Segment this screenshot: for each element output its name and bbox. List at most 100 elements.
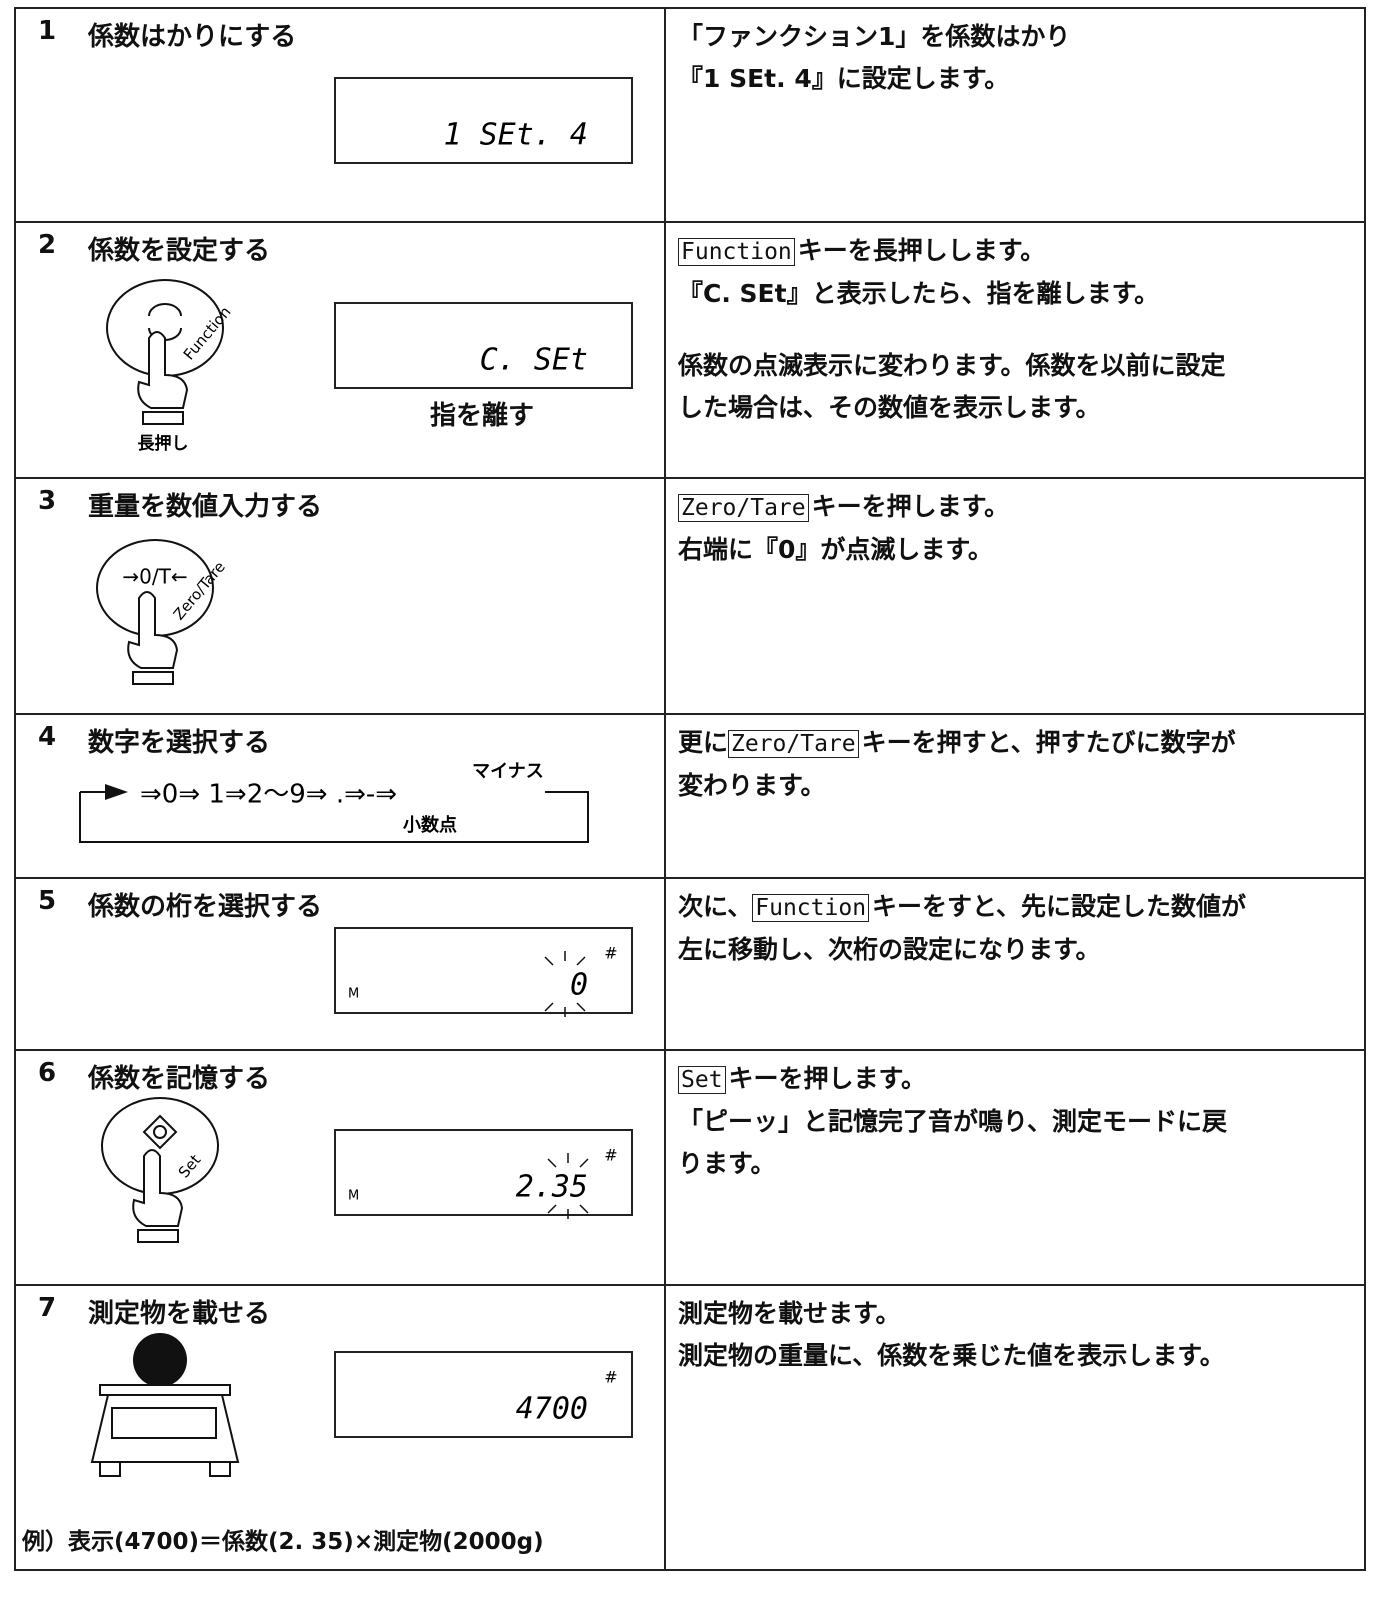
step-title: 係数を設定する [88, 236, 271, 266]
hand-cuff [137, 1229, 179, 1243]
key-name: Set [678, 1066, 726, 1094]
text-line: 変わります。 [678, 765, 1236, 807]
text: 右端に『0』が点滅します。 [678, 535, 993, 564]
button-symbol: →0/T← [122, 565, 187, 589]
display-text: C. SEt [480, 343, 588, 378]
text-line: ります。 [678, 1143, 1227, 1185]
text: キーを押すと、押すたびに数字が [861, 728, 1236, 757]
hand [127, 591, 179, 669]
example-note: 例）表示(4700)＝係数(2. 35)×測定物(2000g) [22, 1529, 544, 1555]
set-icon [153, 1125, 167, 1139]
step-title: 数字を選択する [88, 728, 271, 758]
text: 左に移動し、次桁の設定になります。 [678, 935, 1101, 964]
scale-pan [99, 1384, 231, 1396]
key-name: Zero/Tare [678, 494, 809, 522]
text: キーを押します。 [728, 1064, 927, 1093]
text-line: Set キーを押します。 [678, 1058, 1227, 1101]
display-mark: # [604, 944, 617, 963]
display-text: 4700 [516, 1392, 588, 1427]
paragraph: 「ファンクション1」を係数はかり 『1 SEt. 4』に設定します。 [678, 16, 1070, 100]
display-text: 0 [570, 968, 588, 1003]
text: した場合は、その数値を表示します。 [678, 393, 1101, 422]
text-line: 「ファンクション1」を係数はかり [678, 16, 1070, 58]
text: キーを押します。 [811, 492, 1010, 521]
loop-arrow [105, 784, 128, 800]
text-line: した場合は、その数値を表示します。 [678, 387, 1226, 429]
text-line: 右端に『0』が点滅します。 [678, 529, 1009, 571]
decimal-label: 小数点 [403, 814, 457, 836]
display-box [334, 927, 633, 1014]
step-description: 更に Zero/Tare キーを押すと、押すたびに数字が変わります。 [678, 722, 1236, 837]
text-line: 『1 SEt. 4』に設定します。 [678, 58, 1070, 100]
text: 次に、 [678, 892, 753, 921]
step-description: 次に、 Function キーをすと、先に設定した数値が 左に移動し、次桁の設定になり… [678, 886, 1246, 1001]
step-description: 「ファンクション1」を係数はかり 『1 SEt. 4』に設定します。 [678, 16, 1070, 130]
paragraph: 次に、 Function キーをすと、先に設定した数値が 左に移動し、次桁の設定になり… [678, 886, 1246, 971]
blink-ray [547, 1204, 557, 1214]
display-text: 2.35 [516, 1170, 588, 1205]
paragraph: 更に Zero/Tare キーを押すと、押すたびに数字が変わります。 [678, 722, 1236, 807]
blink-ray [579, 1204, 589, 1214]
text: 係数の点滅表示に変わります。係数を以前に設定 [678, 351, 1226, 380]
text: 『1 SEt. 4』に設定します。 [678, 64, 1010, 93]
text: ります。 [678, 1149, 776, 1178]
scale-foot [209, 1461, 231, 1477]
text-line: 測定物の重量に、係数を乗じた値を表示します。 [678, 1335, 1225, 1377]
text-line: 係数の点滅表示に変わります。係数を以前に設定 [678, 345, 1226, 387]
paragraph: 係数の点滅表示に変わります。係数を以前に設定 した場合は、その数値を表示します。 [678, 345, 1226, 429]
paragraph: Function キーを長押しします。 『C. SEt』と表示したら、指を離します。 [678, 230, 1226, 315]
text: 変わります。 [678, 771, 826, 800]
display-text: 1 SEt. 4 [444, 118, 589, 153]
step-description: 測定物を載せます。測定物の重量に、係数を乗じた値を表示します。 [678, 1293, 1225, 1407]
step-number: 5 [38, 886, 57, 916]
text-line: 「ピーッ」と記憶完了音が鳴り、測定モードに戻 [678, 1101, 1227, 1143]
text-line: Function キーを長押しします。 [678, 230, 1226, 273]
display-box [334, 77, 633, 164]
step-number: 3 [38, 486, 57, 516]
text: 「ピーッ」と記憶完了音が鳴り、測定モードに戻 [678, 1107, 1228, 1136]
text-line: 『C. SEt』と表示したら、指を離します。 [678, 273, 1226, 315]
sequence-text: ⇒0⇒ 1⇒2～9⇒ .⇒-⇒ [140, 780, 397, 810]
step-title: 係数の桁を選択する [88, 892, 323, 922]
blink-ray [547, 1158, 557, 1168]
paragraph: 測定物を載せます。測定物の重量に、係数を乗じた値を表示します。 [678, 1293, 1225, 1377]
text: 「ファンクション1」を係数はかり [678, 22, 1071, 51]
key-name: Zero/Tare [728, 730, 859, 758]
step-title: 係数はかりにする [88, 22, 297, 52]
step-title: 係数を記憶する [88, 1064, 271, 1094]
blink-ray [576, 1002, 586, 1012]
step-number: 6 [38, 1058, 57, 1088]
text: 測定物を載せます。 [678, 1299, 901, 1328]
step-description: Function キーを長押しします。 『C. SEt』と表示したら、指を離します。… [678, 230, 1226, 459]
text-line: Zero/Tare キーを押します。 [678, 486, 1009, 529]
display-box [334, 1351, 633, 1438]
set-icon [142, 1114, 178, 1150]
text: キーを長押しします。 [797, 236, 1046, 265]
press-label: 長押し [138, 433, 189, 454]
paragraph: Set キーを押します。「ピーッ」と記憶完了音が鳴り、測定モードに戻 ります。 [678, 1058, 1227, 1185]
display-note: 指を離す [430, 401, 535, 431]
text-line: 左に移動し、次桁の設定になります。 [678, 929, 1246, 971]
key-name: Function [678, 238, 795, 266]
step-number: 2 [38, 230, 57, 260]
step-number: 4 [38, 722, 57, 752]
blink-ray [544, 1002, 554, 1012]
display-mark: # [604, 1146, 617, 1165]
blink-ray [544, 956, 554, 966]
table-border [14, 7, 1366, 1571]
display-indicator: M [348, 987, 359, 1002]
step-description: Zero/Tare キーを押します。右端に『0』が点滅します。 [678, 486, 1009, 601]
hand [137, 331, 189, 409]
step-title: 重量を数値入力する [88, 492, 323, 522]
loop-line [79, 791, 589, 843]
step-number: 1 [38, 16, 57, 46]
hand [132, 1149, 184, 1227]
display-box [334, 302, 633, 389]
scale-foot [99, 1461, 121, 1477]
text: 更に [678, 728, 729, 757]
minus-label: マイナス [472, 761, 544, 782]
blink-ray [579, 1158, 589, 1168]
paragraph: Zero/Tare キーを押します。右端に『0』が点滅します。 [678, 486, 1009, 571]
text-line: 更に Zero/Tare キーを押すと、押すたびに数字が [678, 722, 1236, 765]
